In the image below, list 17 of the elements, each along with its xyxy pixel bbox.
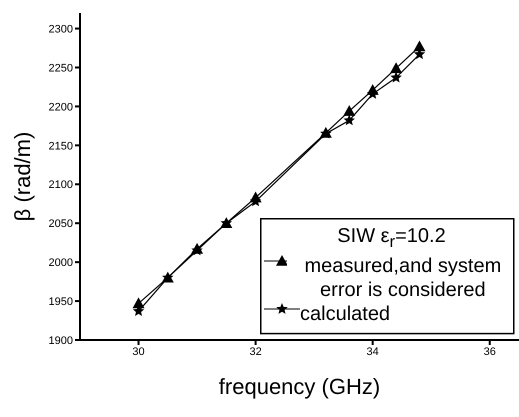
y-tick-label: 1950 <box>48 296 73 308</box>
y-tick-label: 2150 <box>48 140 73 152</box>
legend-label: calculated <box>300 302 390 326</box>
y-tick-label: 2300 <box>48 23 73 36</box>
y-tick-label: 2100 <box>48 179 73 192</box>
x-tick-label: 36 <box>484 346 496 358</box>
y-tick-label: 1900 <box>48 334 73 347</box>
y-tick-label: 2250 <box>48 62 73 74</box>
x-tick-label: 32 <box>249 346 262 358</box>
y-tick-label: 2200 <box>48 101 73 114</box>
x-tick-label: 34 <box>366 346 379 358</box>
x-tick-label: 30 <box>132 346 145 358</box>
legend-title: SIW ε$_{r}$=10.2 <box>336 224 447 253</box>
y-tick-label: 2000 <box>48 257 73 270</box>
x-axis-title: frequency (GHz) <box>218 374 380 399</box>
y-axis-title: β (rad/m) <box>10 132 35 222</box>
y-tick-label: 2050 <box>48 218 73 230</box>
